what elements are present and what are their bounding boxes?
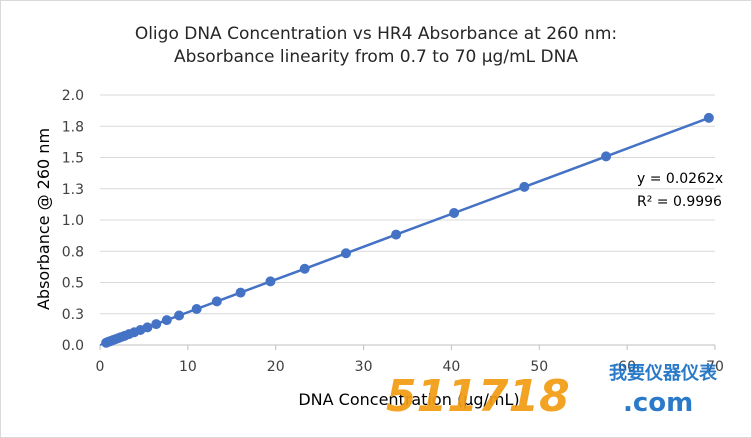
watermark: 511718 我要仪器仪表 .com xyxy=(386,362,718,422)
data-point xyxy=(265,276,276,287)
x-tick-label: 20 xyxy=(267,359,285,375)
y-axis-title: Absorbance @ 260 nm xyxy=(34,128,53,310)
y-tick-label: 1.0 xyxy=(62,213,84,229)
data-point xyxy=(211,296,222,307)
data-point xyxy=(161,315,172,326)
x-tick-label: 50 xyxy=(530,359,548,375)
chart-title: Oligo DNA Concentration vs HR4 Absorbanc… xyxy=(135,24,617,44)
watermark-domain: .com xyxy=(623,388,693,418)
data-point xyxy=(142,322,153,333)
gridlines xyxy=(100,94,715,315)
data-point xyxy=(341,248,351,259)
y-tick-label: 2.0 xyxy=(62,88,84,104)
chart-subtitle: Absorbance linearity from 0.7 to 70 µg/m… xyxy=(174,47,578,67)
data-point xyxy=(519,181,530,192)
x-tick-label: 10 xyxy=(179,359,197,375)
data-point xyxy=(191,304,202,314)
data-point xyxy=(449,208,460,218)
axes xyxy=(99,344,716,350)
y-tick-label: 1.8 xyxy=(62,119,84,135)
x-tick-label: 60 xyxy=(618,359,636,375)
y-tick-label: 0.8 xyxy=(62,244,84,260)
x-tick-labels: 0 10 20 30 40 50 60 70 xyxy=(96,359,724,375)
data-point xyxy=(703,112,714,123)
y-tick-label: 1.3 xyxy=(62,182,84,198)
y-tick-label: 1.5 xyxy=(62,151,84,167)
watermark-brand: 我要仪器仪表 xyxy=(609,362,718,384)
x-axis-title: DNA Concentration (µg/mL) xyxy=(298,390,519,409)
x-tick-label: 0 xyxy=(96,359,105,375)
watermark-number: 511718 xyxy=(386,371,570,422)
data-point xyxy=(601,151,612,162)
data-point xyxy=(299,263,310,274)
trendline-r-squared: R² = 0.9996 xyxy=(637,194,722,210)
y-tick-label: 0.0 xyxy=(62,338,84,354)
data-point xyxy=(174,310,185,321)
trendline-equation: y = 0.0262x xyxy=(637,171,723,187)
data-points xyxy=(101,112,714,348)
y-tick-label: 0.5 xyxy=(62,276,84,292)
data-point xyxy=(235,287,246,298)
x-tick-label: 40 xyxy=(443,359,461,375)
y-tick-label: 0.3 xyxy=(62,307,84,323)
y-tick-labels: 0.0 0.3 0.5 0.8 1.0 1.3 1.5 1.8 2.0 xyxy=(62,88,84,354)
x-tick-label: 30 xyxy=(355,359,373,375)
data-point xyxy=(391,229,402,240)
data-point xyxy=(151,319,162,330)
x-tick-label: 70 xyxy=(706,359,724,375)
